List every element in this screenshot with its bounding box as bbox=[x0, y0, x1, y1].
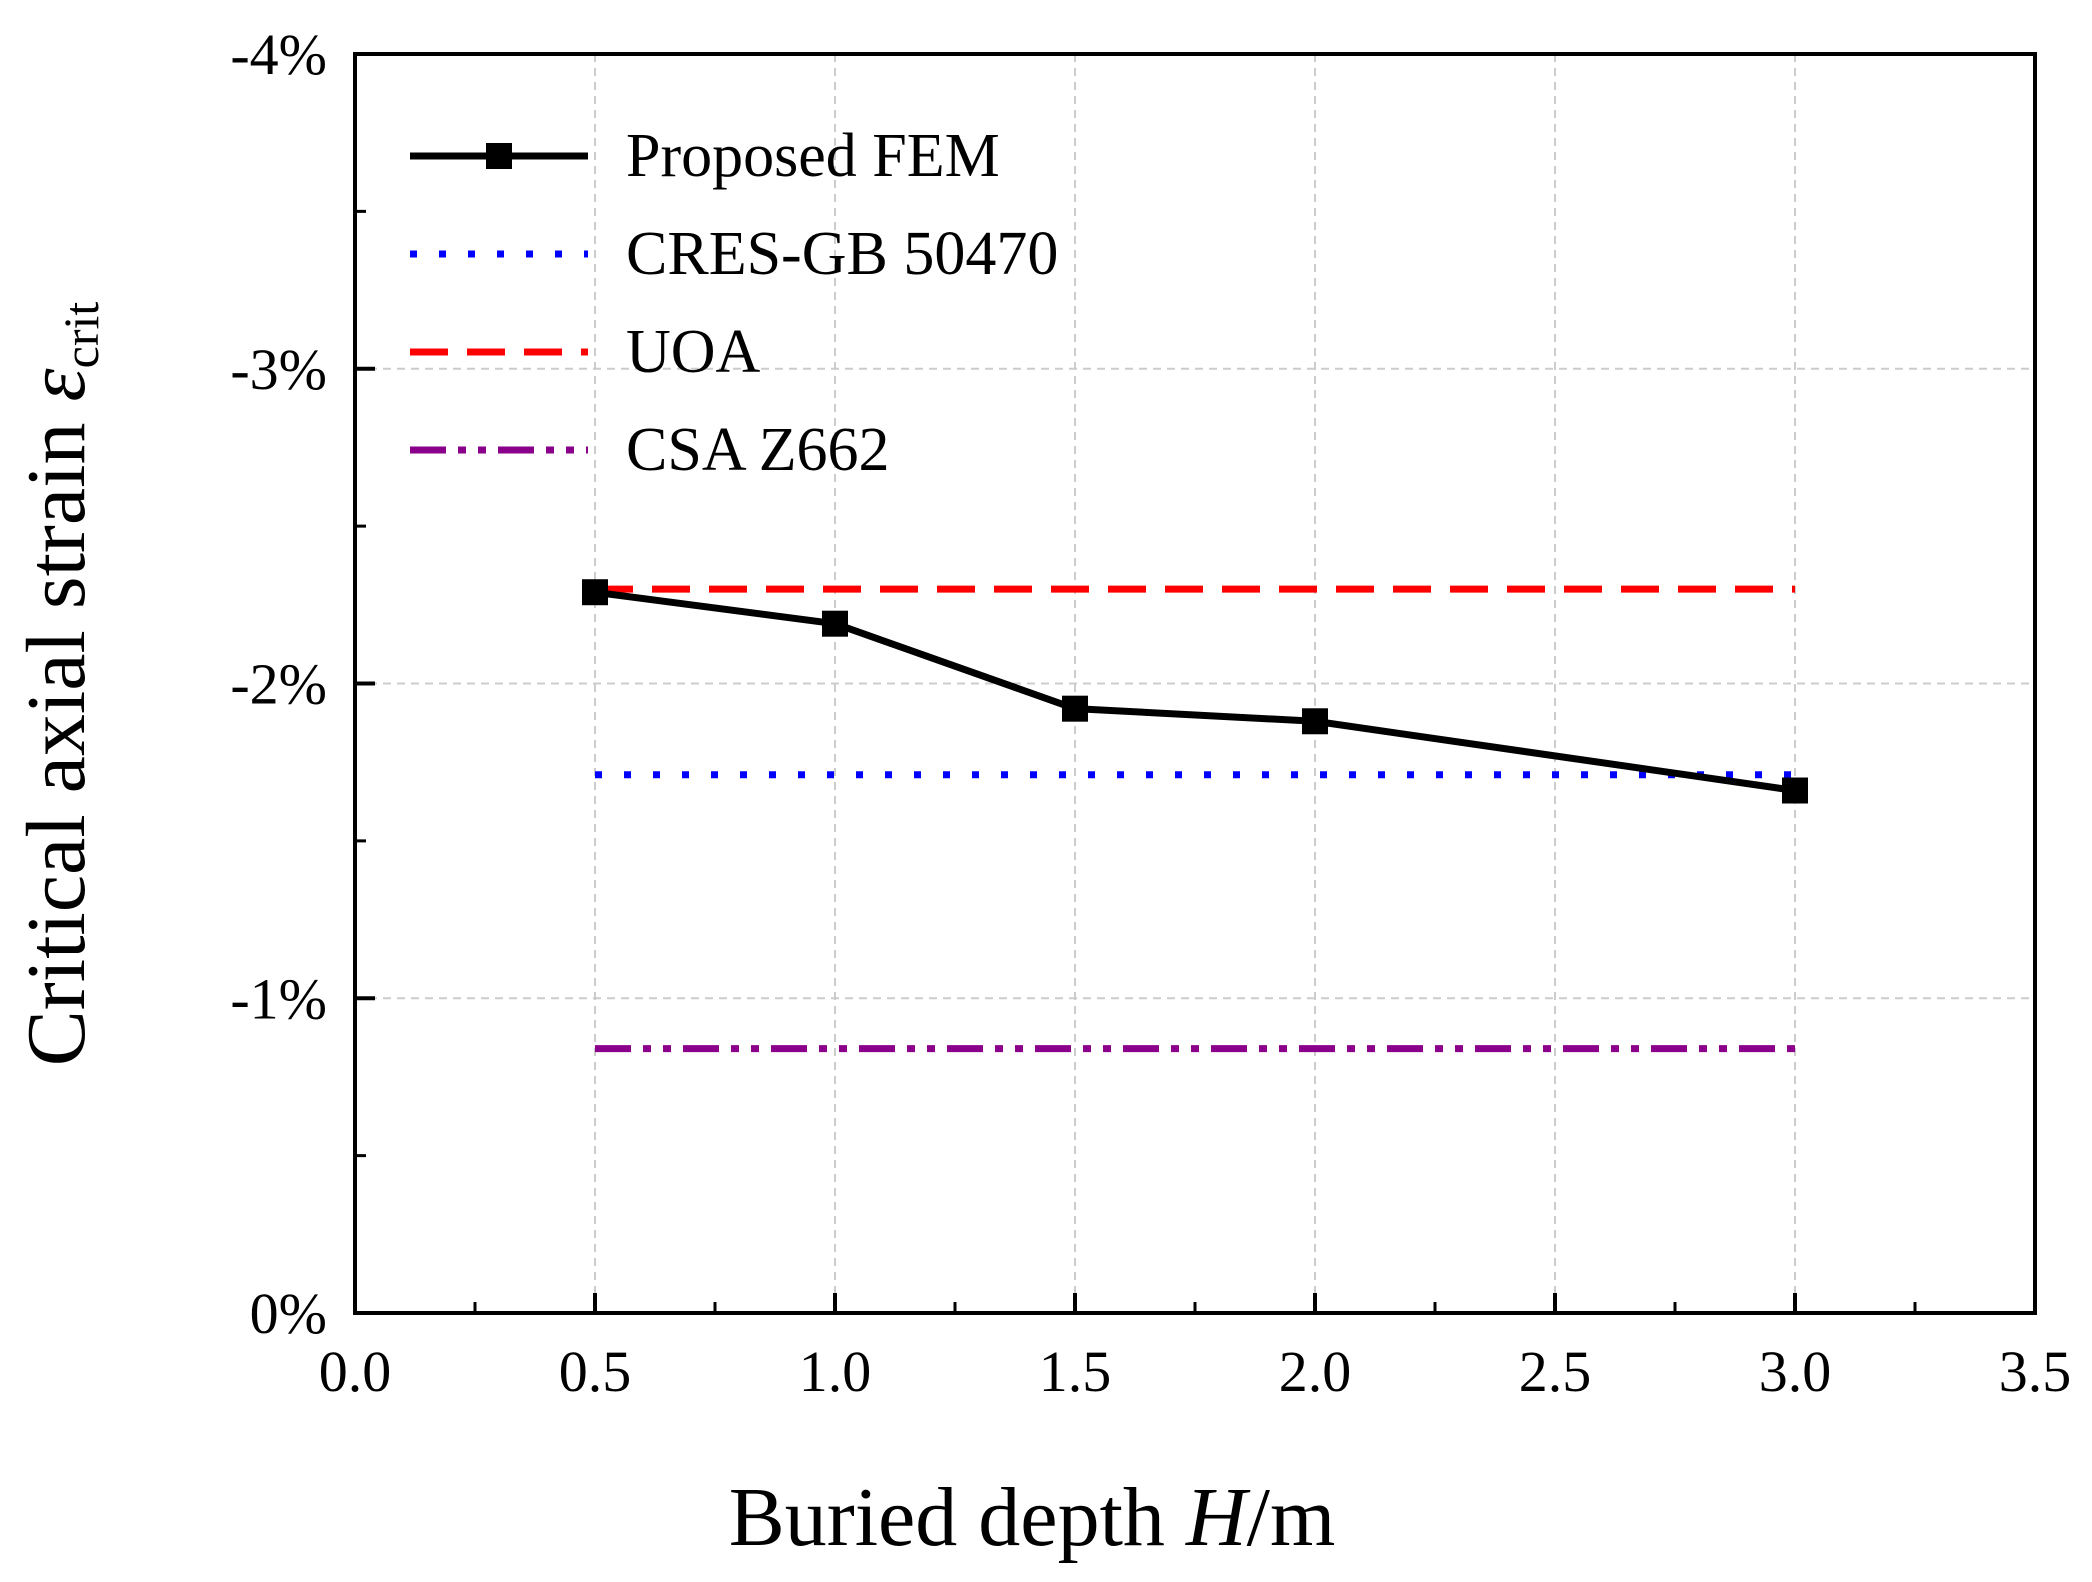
x-tick-label: 1.5 bbox=[1039, 1339, 1112, 1404]
fem-data-point bbox=[1302, 708, 1328, 735]
x-tick-label: 0.5 bbox=[559, 1339, 632, 1404]
legend-label: CSA Z662 bbox=[626, 416, 890, 484]
legend-swatch-marker bbox=[486, 143, 512, 169]
y-tick-label: -4% bbox=[230, 22, 327, 87]
y-tick-label: -1% bbox=[230, 966, 327, 1031]
y-tick-label: -2% bbox=[230, 652, 327, 717]
x-tick-label: 1.0 bbox=[799, 1339, 872, 1404]
legend: Proposed FEM CRES-GB 50470 UOA CSA Z662 bbox=[410, 122, 1058, 484]
fem-data-point bbox=[582, 579, 608, 606]
x-axis-title: Buried depth H/m bbox=[729, 1471, 1336, 1564]
x-tick-label: 2.0 bbox=[1279, 1339, 1352, 1404]
x-tick-label: 3.0 bbox=[1759, 1339, 1832, 1404]
series-line-proposed-fem bbox=[594, 588, 1796, 794]
axis-ticks bbox=[353, 52, 2037, 1315]
fem-data-point bbox=[1062, 695, 1088, 722]
legend-label: Proposed FEM bbox=[626, 122, 1000, 190]
grid-lines bbox=[355, 54, 2035, 1313]
legend-label: CRES-GB 50470 bbox=[626, 220, 1058, 288]
tick-labels: 0.0 0.5 1.0 1.5 2.0 2.5 3.0 3.5 0% -1% -2% -3% -4% bbox=[230, 22, 2071, 1404]
y-tick-label: 0% bbox=[250, 1281, 327, 1346]
fem-data-point bbox=[822, 610, 848, 637]
y-axis-title: Critical axial strain εcrit bbox=[10, 302, 109, 1067]
x-tick-label: 0.0 bbox=[319, 1339, 392, 1404]
x-tick-label: 2.5 bbox=[1519, 1339, 1592, 1404]
fem-data-point bbox=[1782, 777, 1808, 804]
y-tick-label: -3% bbox=[230, 337, 327, 402]
series-group bbox=[582, 579, 1808, 1053]
legend-label: UOA bbox=[626, 318, 761, 386]
x-tick-label: 3.5 bbox=[1999, 1339, 2072, 1404]
